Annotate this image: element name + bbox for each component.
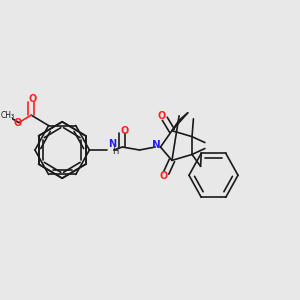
Text: O: O <box>121 126 129 136</box>
Text: O: O <box>158 111 166 122</box>
Text: N: N <box>108 139 116 148</box>
Text: H: H <box>112 147 118 156</box>
Text: O: O <box>28 94 37 104</box>
Text: O: O <box>13 118 22 128</box>
Text: N: N <box>152 140 161 150</box>
Text: O: O <box>159 171 167 181</box>
Text: CH₃: CH₃ <box>1 111 15 120</box>
